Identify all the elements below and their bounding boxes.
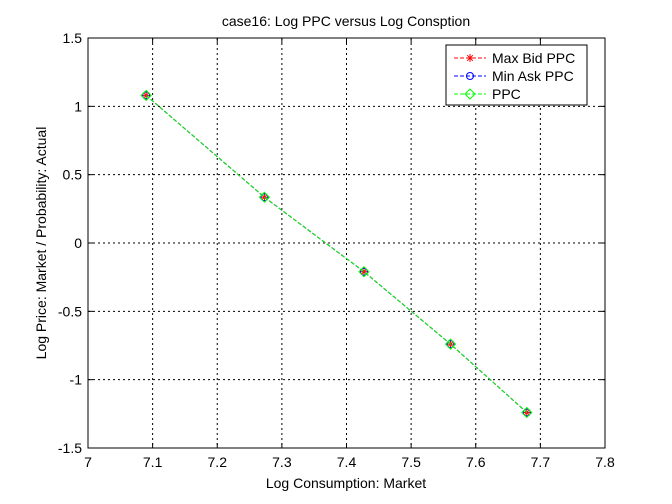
diamond-marker: [444, 338, 457, 350]
diamond-marker: [140, 89, 152, 102]
series: [142, 91, 531, 417]
y-tick-label: 1: [74, 98, 82, 114]
x-tick-label: 7.2: [208, 454, 228, 470]
legend-label: Max Bid PPC: [492, 50, 575, 66]
y-tick-label: -1: [70, 372, 83, 388]
series: [140, 89, 533, 419]
star-marker-stroke: [466, 54, 474, 62]
circle-marker: [142, 91, 151, 100]
x-axis-label: Log Consumption: Market: [266, 475, 426, 491]
circle-marker: [446, 340, 455, 349]
diamond-marker: [258, 191, 271, 203]
y-tick-label: -0.5: [58, 303, 82, 319]
diamond-marker: [358, 265, 370, 278]
legend-label: Min Ask PPC: [492, 68, 574, 84]
series-line: [145, 95, 528, 413]
series-line: [145, 95, 528, 413]
y-tick-label: -1.5: [58, 440, 82, 456]
x-tick-label: 7: [84, 454, 92, 470]
chart-title: case16: Log PPC versus Log Consption: [222, 13, 470, 29]
star-marker: [466, 54, 474, 62]
circle-marker: [260, 193, 269, 202]
series: [142, 91, 531, 417]
diamond-marker: [464, 88, 476, 100]
x-tick-label: 7.8: [595, 454, 615, 470]
x-tick-label: 7.4: [337, 454, 357, 470]
axis-ticks: 7 7.1 7.2 7.3 7.4 7.5 7.6 7.7 7.8 -1.5 -1 -0.5 0 0.5 1…: [58, 30, 615, 470]
x-tick-label: 7.5: [401, 454, 421, 470]
legend-label: PPC: [492, 86, 521, 102]
series-line: [145, 95, 528, 413]
x-tick-label: 7.1: [143, 454, 163, 470]
series-group: [140, 89, 533, 419]
star-marker-stroke: [143, 92, 150, 99]
y-tick-label: 0: [74, 235, 82, 251]
legend-item: Min Ask PPC: [454, 68, 574, 84]
legend-item: PPC: [454, 86, 521, 102]
x-tick-label: 7.3: [272, 454, 292, 470]
y-tick-label: 1.5: [63, 30, 83, 46]
diamond-marker: [521, 406, 533, 419]
legend-item: Max Bid PPC: [454, 50, 575, 66]
circle-marker: [522, 408, 531, 417]
x-tick-label: 7.7: [531, 454, 551, 470]
y-tick-label: 0.5: [63, 167, 83, 183]
y-axis-label: Log Price: Market / Probability: Actual: [33, 127, 49, 360]
star-marker-stroke: [360, 268, 368, 275]
x-tick-label: 7.6: [466, 454, 486, 470]
circle-marker: [359, 267, 368, 276]
legend: Max Bid PPC Min Ask PPC PPC: [445, 44, 588, 106]
circle-marker: [466, 72, 474, 80]
